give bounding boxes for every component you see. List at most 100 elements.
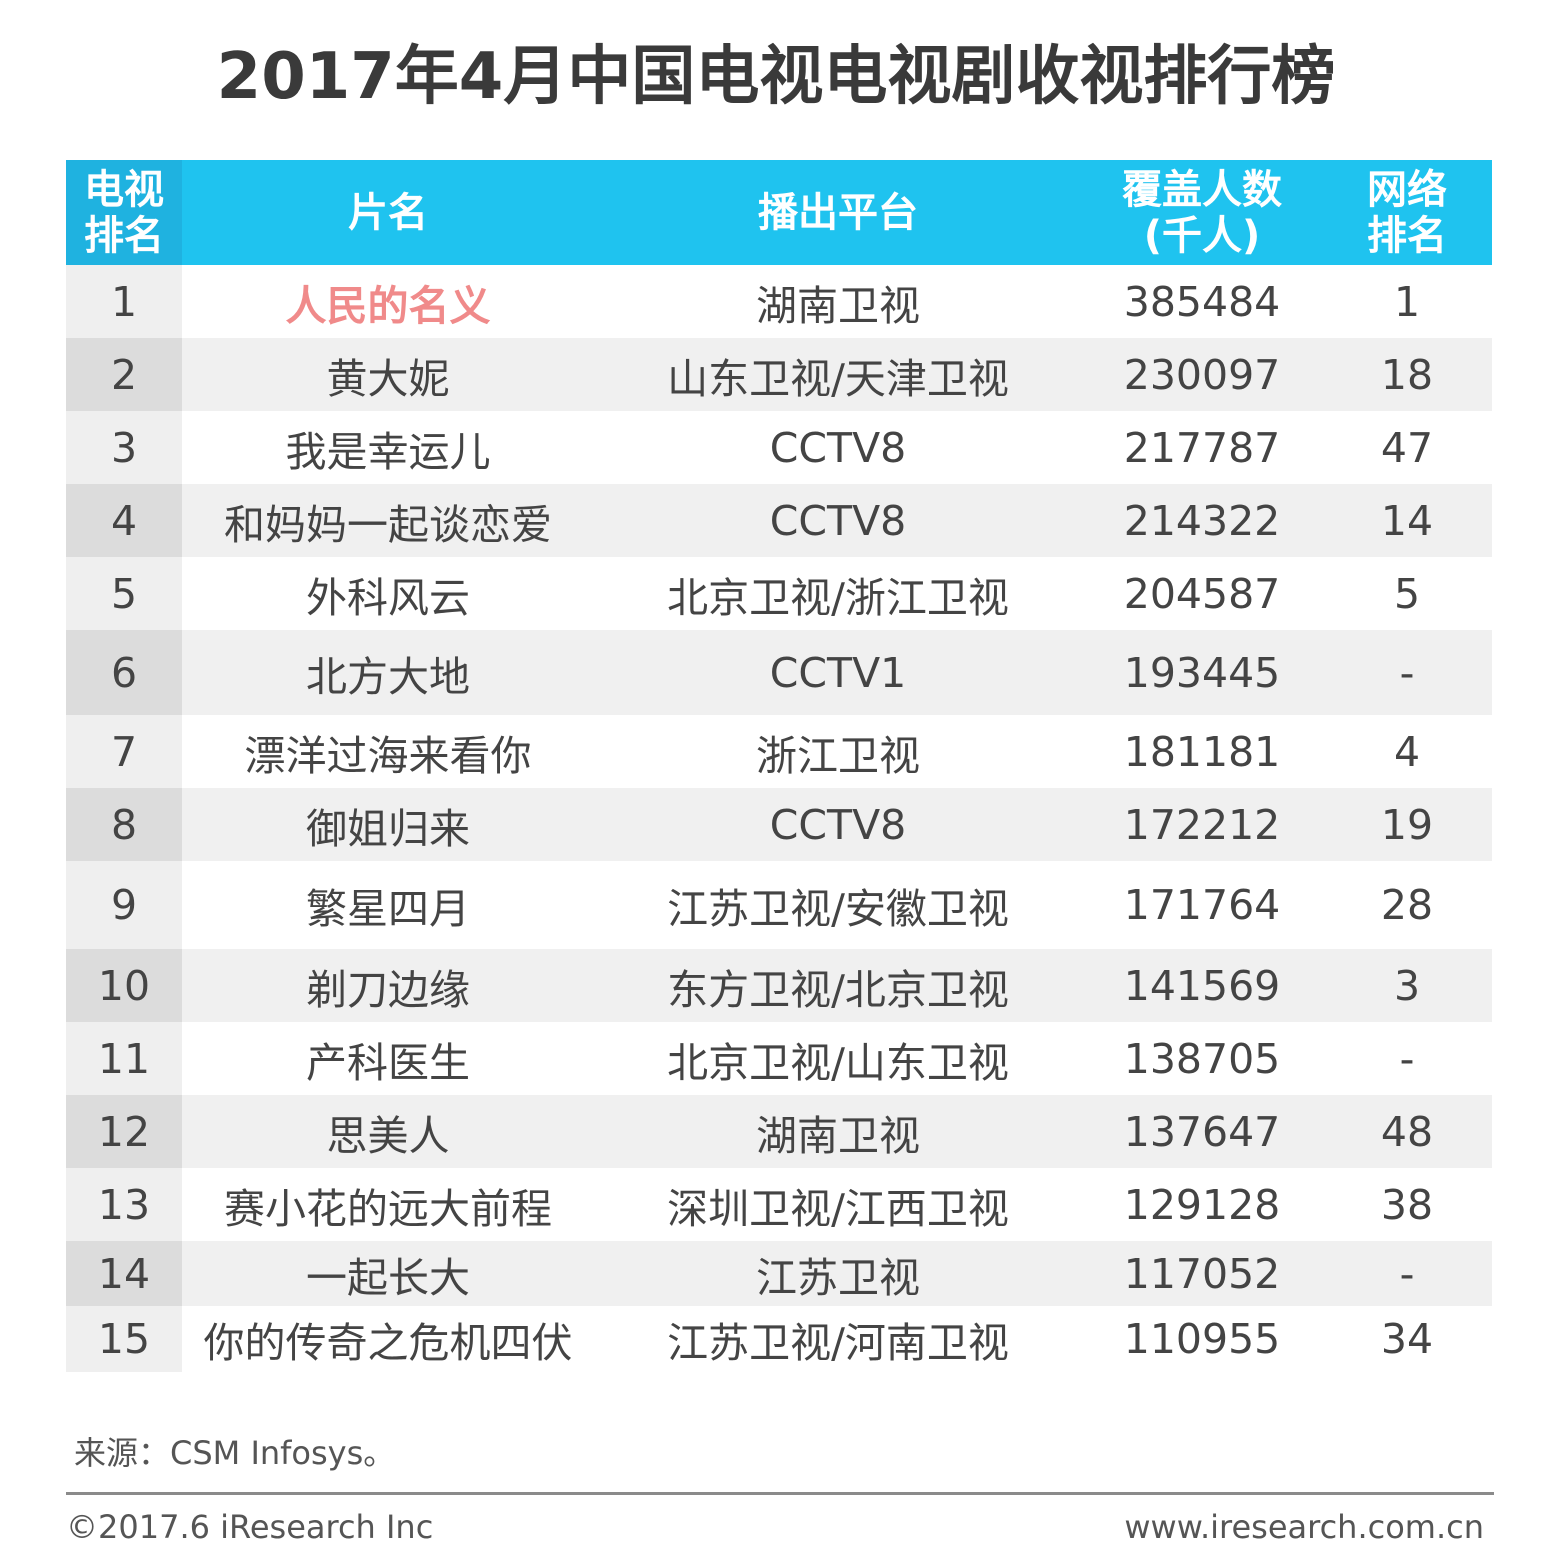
platform-cell: 山东卫视/天津卫视 bbox=[667, 354, 1009, 403]
coverage-cell: 171764 bbox=[1123, 881, 1281, 929]
header-title: 片名 bbox=[348, 189, 428, 236]
net-rank-cell: 3 bbox=[1393, 961, 1421, 1010]
header-tv-rank: 电视 排名 bbox=[66, 160, 182, 265]
net-rank-cell: 28 bbox=[1380, 881, 1434, 929]
table-row: 2 黄大妮 山东卫视/天津卫视 230097 18 bbox=[66, 338, 1492, 411]
coverage-cell: 214322 bbox=[1123, 496, 1281, 545]
net-rank-cell: 47 bbox=[1380, 423, 1434, 472]
platform-cell: 江苏卫视/安徽卫视 bbox=[667, 885, 1009, 933]
platform-cell: 湖南卫视 bbox=[756, 1111, 920, 1160]
platform-cell: 深圳卫视/江西卫视 bbox=[667, 1184, 1009, 1233]
table-row: 14 一起长大 江苏卫视 117052 - bbox=[66, 1241, 1492, 1306]
rank-cell: 14 bbox=[66, 1241, 182, 1306]
title-cell: 产科医生 bbox=[306, 1038, 470, 1087]
header-tv-rank-line2: 排名 bbox=[84, 212, 164, 259]
coverage-cell: 138705 bbox=[1123, 1034, 1281, 1083]
coverage-cell: 117052 bbox=[1123, 1249, 1281, 1298]
table-row: 10 剃刀边缘 东方卫视/北京卫视 141569 3 bbox=[66, 949, 1492, 1022]
copyright: ©2017.6 iResearch Inc bbox=[66, 1508, 434, 1546]
platform-cell: 江苏卫视/河南卫视 bbox=[667, 1319, 1009, 1367]
net-rank-cell: 38 bbox=[1380, 1180, 1434, 1229]
table-row: 15 你的传奇之危机四伏 江苏卫视/河南卫视 110955 34 bbox=[66, 1306, 1492, 1372]
platform-cell: CCTV8 bbox=[769, 800, 907, 849]
header-net-rank: 网络 排名 bbox=[1322, 160, 1492, 265]
header-net-rank-line1: 网络 bbox=[1367, 166, 1447, 213]
coverage-cell: 204587 bbox=[1123, 569, 1281, 618]
coverage-cell: 172212 bbox=[1123, 800, 1281, 849]
header-platform: 播出平台 bbox=[758, 189, 918, 236]
table-row: 13 赛小花的远大前程 深圳卫视/江西卫视 129128 38 bbox=[66, 1168, 1492, 1241]
platform-cell: CCTV8 bbox=[769, 423, 907, 472]
platform-cell: 湖南卫视 bbox=[756, 281, 920, 330]
table-header: 电视 排名 片名 播出平台 覆盖人数 (千人) 网络 排名 bbox=[66, 160, 1492, 265]
net-rank-cell: - bbox=[1399, 648, 1415, 697]
rank-cell: 4 bbox=[66, 484, 182, 557]
header-coverage-line1: 覆盖人数 bbox=[1122, 166, 1282, 213]
footer-divider bbox=[66, 1492, 1494, 1495]
title-cell: 外科风云 bbox=[306, 573, 470, 622]
table-row: 5 外科风云 北京卫视/浙江卫视 204587 5 bbox=[66, 557, 1492, 630]
table-row: 7 漂洋过海来看你 浙江卫视 181181 4 bbox=[66, 715, 1492, 788]
title-cell: 你的传奇之危机四伏 bbox=[203, 1319, 573, 1367]
net-rank-cell: 5 bbox=[1393, 569, 1421, 618]
coverage-cell: 141569 bbox=[1123, 961, 1281, 1010]
rank-cell: 8 bbox=[66, 788, 182, 861]
net-rank-cell: 34 bbox=[1380, 1315, 1434, 1363]
rank-cell: 12 bbox=[66, 1095, 182, 1168]
title-cell: 剃刀边缘 bbox=[306, 965, 470, 1014]
net-rank-cell: 18 bbox=[1380, 350, 1434, 399]
title-cell: 思美人 bbox=[326, 1111, 450, 1160]
rank-cell: 2 bbox=[66, 338, 182, 411]
title-cell: 漂洋过海来看你 bbox=[244, 731, 532, 780]
header-coverage: 覆盖人数 (千人) bbox=[1082, 160, 1322, 265]
rank-cell: 5 bbox=[66, 557, 182, 630]
net-rank-cell: 48 bbox=[1380, 1107, 1434, 1156]
net-rank-cell: 1 bbox=[1393, 277, 1421, 326]
net-rank-cell: 19 bbox=[1380, 800, 1434, 849]
coverage-cell: 137647 bbox=[1123, 1107, 1281, 1156]
ratings-table: 电视 排名 片名 播出平台 覆盖人数 (千人) 网络 排名 1 人民的名义 湖南… bbox=[66, 160, 1492, 1372]
platform-cell: 北京卫视/山东卫视 bbox=[667, 1038, 1009, 1087]
header-net-rank-line2: 排名 bbox=[1367, 212, 1447, 259]
platform-cell: CCTV8 bbox=[769, 496, 907, 545]
title-cell: 赛小花的远大前程 bbox=[224, 1184, 552, 1233]
platform-cell: 浙江卫视 bbox=[756, 731, 920, 780]
table-row: 1 人民的名义 湖南卫视 385484 1 bbox=[66, 265, 1492, 338]
platform-cell: 东方卫视/北京卫视 bbox=[667, 965, 1009, 1014]
table-row: 4 和妈妈一起谈恋爱 CCTV8 214322 14 bbox=[66, 484, 1492, 557]
rank-cell: 6 bbox=[66, 630, 182, 715]
table-row: 9 繁星四月 江苏卫视/安徽卫视 171764 28 bbox=[66, 861, 1492, 949]
source-note: 来源：CSM Infosys。 bbox=[74, 1434, 396, 1472]
table-row: 8 御姐归来 CCTV8 172212 19 bbox=[66, 788, 1492, 861]
platform-cell: 江苏卫视 bbox=[756, 1253, 920, 1302]
title-cell: 繁星四月 bbox=[306, 885, 470, 933]
net-rank-cell: 4 bbox=[1393, 727, 1421, 776]
rank-cell: 7 bbox=[66, 715, 182, 788]
rank-cell: 3 bbox=[66, 411, 182, 484]
title-cell: 一起长大 bbox=[306, 1253, 470, 1302]
coverage-cell: 385484 bbox=[1123, 277, 1281, 326]
page-title: 2017年4月中国电视电视剧收视排行榜 bbox=[216, 40, 1336, 114]
platform-cell: CCTV1 bbox=[769, 648, 907, 697]
title-cell: 和妈妈一起谈恋爱 bbox=[224, 500, 552, 549]
coverage-cell: 110955 bbox=[1123, 1315, 1281, 1363]
coverage-cell: 129128 bbox=[1123, 1180, 1281, 1229]
website-url: www.iresearch.com.cn bbox=[1124, 1508, 1484, 1546]
coverage-cell: 193445 bbox=[1123, 648, 1281, 697]
title-cell: 我是幸运儿 bbox=[285, 427, 491, 476]
rank-cell: 9 bbox=[66, 861, 182, 949]
header-tv-rank-line1: 电视 bbox=[84, 166, 164, 213]
coverage-cell: 181181 bbox=[1123, 727, 1281, 776]
title-cell: 北方大地 bbox=[306, 652, 470, 701]
title-cell: 御姐归来 bbox=[306, 804, 470, 853]
table-row: 11 产科医生 北京卫视/山东卫视 138705 - bbox=[66, 1022, 1492, 1095]
title-cell: 人民的名义 bbox=[285, 281, 491, 330]
rank-cell: 1 bbox=[66, 265, 182, 338]
title-cell: 黄大妮 bbox=[326, 354, 450, 403]
table-row: 6 北方大地 CCTV1 193445 - bbox=[66, 630, 1492, 715]
rank-cell: 11 bbox=[66, 1022, 182, 1095]
coverage-cell: 217787 bbox=[1123, 423, 1281, 472]
coverage-cell: 230097 bbox=[1123, 350, 1281, 399]
net-rank-cell: - bbox=[1399, 1034, 1415, 1083]
header-coverage-line2: (千人) bbox=[1143, 212, 1261, 259]
